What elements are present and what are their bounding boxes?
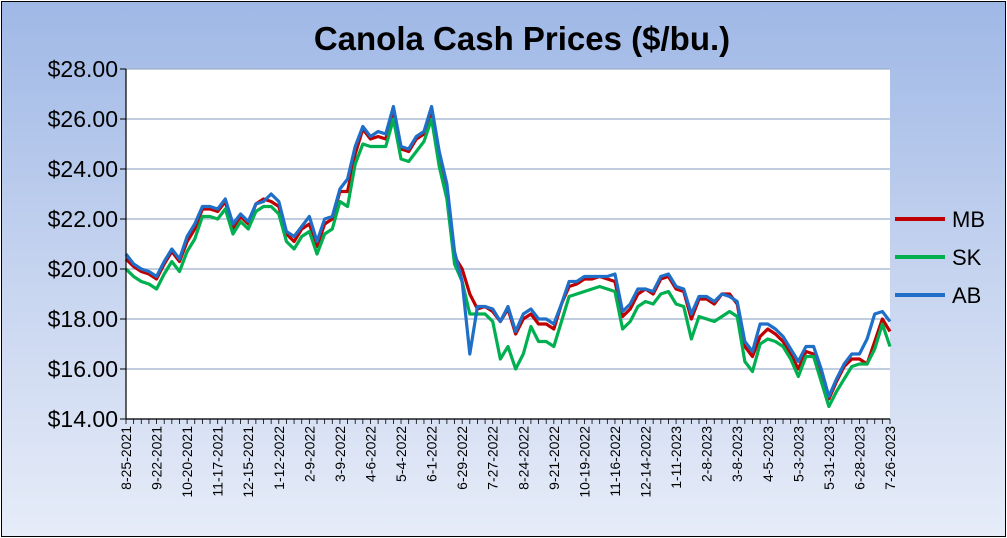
- x-tick-label: 7-27-2022: [485, 426, 501, 490]
- plot-area: [126, 69, 890, 419]
- x-tick-label: 12-15-2021: [240, 426, 256, 498]
- x-tick-label: 2-9-2022: [301, 426, 317, 482]
- x-tick-label: 2-8-2023: [699, 426, 715, 482]
- y-tick-label: $18.00: [48, 306, 118, 332]
- x-axis-ticks: 8-25-2021 9-22-2021 10-20-2021 11-17-2021 12…: [118, 419, 898, 498]
- x-tick-label: 4-6-2022: [362, 426, 378, 482]
- chart-title: Canola Cash Prices ($/bu.): [313, 20, 731, 57]
- x-tick-label: 6-29-2022: [454, 426, 470, 490]
- x-tick-label: 6-28-2023: [851, 426, 867, 490]
- x-tick-label: 5-4-2022: [393, 426, 409, 482]
- x-tick-label: 3-8-2023: [729, 426, 745, 482]
- series-lines: [124, 104, 892, 409]
- y-tick-label: $20.00: [48, 256, 118, 282]
- y-tick-label: $14.00: [48, 406, 118, 432]
- y-axis-ticks: $14.00 $16.00 $18.00 $20.00 $22.00 $24.00 $26.…: [48, 56, 126, 432]
- legend-label-ab: AB: [952, 283, 981, 308]
- x-tick-label: 12-14-2022: [638, 426, 654, 498]
- x-tick-label: 6-1-2022: [424, 426, 440, 482]
- legend-label-sk: SK: [952, 245, 982, 270]
- y-tick-label: $16.00: [48, 356, 118, 382]
- y-tick-label: $22.00: [48, 206, 118, 232]
- series-line-sk: [124, 117, 892, 409]
- x-tick-label: 5-31-2023: [821, 426, 837, 490]
- x-tick-label: 7-26-2023: [882, 426, 898, 490]
- series-line-ab: [124, 104, 892, 399]
- y-tick-label: $28.00: [48, 56, 118, 82]
- y-tick-label: $24.00: [48, 156, 118, 182]
- x-tick-label: 8-24-2022: [515, 426, 531, 490]
- x-tick-label: 1-11-2023: [668, 426, 684, 489]
- x-tick-label: 3-9-2022: [332, 426, 348, 482]
- x-tick-label: 10-20-2021: [179, 426, 195, 498]
- x-tick-label: 9-22-2021: [149, 426, 165, 490]
- y-tick-label: $26.00: [48, 106, 118, 132]
- legend-label-mb: MB: [952, 207, 985, 232]
- legend: MB SK AB: [895, 207, 985, 308]
- x-tick-label: 11-16-2022: [607, 426, 623, 497]
- x-tick-label: 11-17-2021: [210, 426, 226, 497]
- x-tick-label: 4-5-2023: [760, 426, 776, 482]
- x-tick-label: 9-21-2022: [546, 426, 562, 490]
- x-tick-label: 5-3-2023: [790, 426, 806, 482]
- x-tick-label: 1-12-2022: [271, 426, 287, 490]
- x-tick-label: 10-19-2022: [576, 426, 592, 498]
- x-tick-label: 8-25-2021: [118, 426, 134, 490]
